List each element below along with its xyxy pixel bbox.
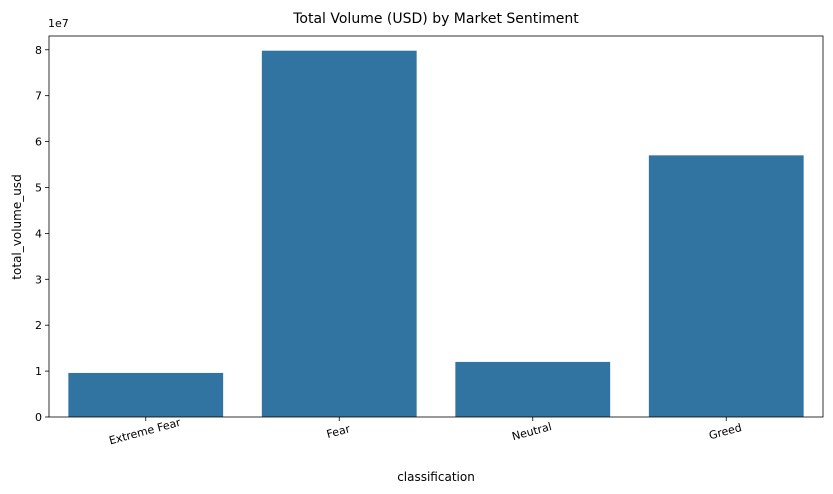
y-tick-label: 5 [35, 181, 42, 194]
x-tick-label: Neutral [511, 420, 554, 443]
x-tick-label: Greed [708, 421, 744, 442]
y-axis-label: total_volume_usd [10, 174, 24, 279]
y-tick-label: 8 [35, 44, 42, 57]
bar [261, 50, 417, 418]
x-tick-label: Extreme Fear [108, 416, 183, 448]
plot-frame [48, 35, 824, 418]
y-tick-label: 6 [35, 136, 42, 149]
y-tick-label: 0 [35, 411, 42, 424]
plot-area: 0 1 2 3 4 5 6 7 8 Extreme Fear Fear Neutral Greed [35, 35, 824, 448]
bar [68, 372, 224, 417]
y-axis-multiplier: 1e7 [48, 17, 69, 30]
y-tick-label: 1 [35, 365, 42, 378]
y-tick-label: 4 [35, 227, 42, 240]
bar [648, 155, 804, 417]
chart-title: Total Volume (USD) by Market Sentiment [292, 11, 579, 27]
y-tick-label: 2 [35, 319, 42, 332]
x-axis-label: classification [397, 470, 475, 484]
y-tick-label: 7 [35, 90, 42, 103]
bar [455, 361, 611, 417]
y-tick-label: 3 [35, 273, 42, 286]
x-tick-label: Fear [325, 422, 352, 441]
